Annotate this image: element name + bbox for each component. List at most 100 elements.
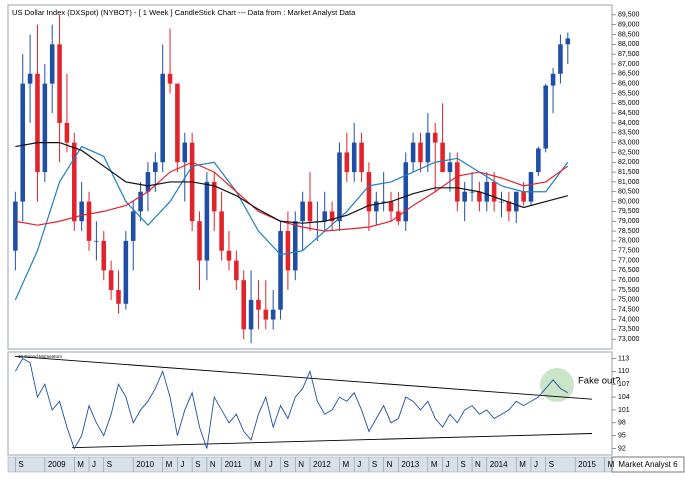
y-tick-label: 86,500 xyxy=(618,71,640,78)
candle-body xyxy=(381,201,386,203)
candle-body xyxy=(256,299,261,310)
candle-body xyxy=(153,162,158,173)
candle-body xyxy=(285,231,291,271)
y-tick-label: 74,500 xyxy=(618,307,640,314)
x-tick-label: M xyxy=(608,460,615,469)
x-tick-label: S xyxy=(284,460,289,469)
y-tick-label: 92 xyxy=(618,445,626,452)
x-tick-label: J xyxy=(357,460,361,469)
candle-body xyxy=(49,44,55,84)
candle-body xyxy=(35,73,40,173)
candle-body xyxy=(359,142,364,173)
candle-body xyxy=(484,181,490,202)
candle-body xyxy=(27,73,33,84)
y-tick-label: 78,000 xyxy=(618,238,640,245)
candle-body xyxy=(329,211,335,222)
candle-body xyxy=(536,148,541,173)
y-tick-label: 79,000 xyxy=(618,218,640,225)
y-tick-label: 89,500 xyxy=(618,12,640,19)
y-tick-label: 79,500 xyxy=(618,208,640,215)
x-tick-label: M xyxy=(166,460,173,469)
momentum-panel xyxy=(7,351,613,456)
x-tick-label: J xyxy=(446,460,450,469)
candle-body xyxy=(344,152,350,173)
y-tick-label: 95 xyxy=(618,433,626,440)
y-tick-label: 86,000 xyxy=(618,80,640,87)
candle-body xyxy=(322,211,328,222)
candle-body xyxy=(101,240,107,271)
y-tick-label: 76,500 xyxy=(618,267,640,274)
candle-body xyxy=(513,191,519,212)
candle-body xyxy=(499,201,504,203)
candle-body xyxy=(528,172,534,202)
x-tick-label: M xyxy=(77,460,84,469)
candle-body xyxy=(425,132,431,163)
y-tick-label: 107 xyxy=(618,381,630,388)
x-tick-label: S xyxy=(372,460,377,469)
candle-body xyxy=(558,44,563,74)
y-tick-label: 88,500 xyxy=(618,31,640,38)
candle-body xyxy=(374,201,379,212)
y-tick-label: 75,500 xyxy=(618,287,640,294)
y-tick-label: 74,000 xyxy=(618,316,640,323)
y-tick-label: 101 xyxy=(618,407,630,414)
candle-body xyxy=(263,309,269,320)
candle-body xyxy=(42,83,48,173)
candle-body xyxy=(167,73,173,84)
candle-body xyxy=(13,201,18,251)
candle-body xyxy=(116,290,121,304)
candle-body xyxy=(300,201,305,222)
y-tick-label: 82,000 xyxy=(618,159,640,166)
candle-body xyxy=(234,260,239,281)
candle-body xyxy=(447,162,453,173)
candle-body xyxy=(388,201,394,212)
y-tick-label: 87,500 xyxy=(618,51,640,58)
x-tick-label: J xyxy=(180,460,184,469)
x-tick-label: 2013 xyxy=(401,460,419,469)
candle-body xyxy=(550,73,556,86)
y-tick-label: 73,000 xyxy=(618,336,640,343)
candle-body xyxy=(440,142,445,173)
candle-body xyxy=(521,191,526,202)
y-tick-label: 78,500 xyxy=(618,228,640,235)
candle-body xyxy=(197,221,202,261)
candle-body xyxy=(241,280,246,330)
y-tick-label: 77,000 xyxy=(618,257,640,264)
candle-body xyxy=(248,299,254,330)
candle-body xyxy=(20,83,26,202)
x-tick-label: N xyxy=(387,460,393,469)
y-tick-label: 82,500 xyxy=(618,149,640,156)
y-tick-label: 87,000 xyxy=(618,61,640,68)
candle-body xyxy=(145,172,151,192)
y-tick-label: 88,000 xyxy=(618,41,640,48)
candle-body xyxy=(270,309,276,320)
candle-body xyxy=(226,250,232,261)
y-tick-label: 81,500 xyxy=(618,169,640,176)
x-tick-label: S xyxy=(549,460,554,469)
x-tick-label: 2015 xyxy=(578,460,596,469)
footer-box xyxy=(611,456,685,473)
candle-body xyxy=(462,191,467,202)
candle-body xyxy=(211,181,217,212)
candle-body xyxy=(79,201,84,222)
x-tick-label: 2014 xyxy=(490,460,508,469)
candle-body xyxy=(204,181,210,261)
y-tick-label: 83,500 xyxy=(618,130,640,137)
candle-body xyxy=(278,231,283,310)
candle-body xyxy=(469,191,475,193)
candle-body xyxy=(565,38,571,45)
trend-line-lower xyxy=(71,433,593,449)
x-tick-label: S xyxy=(460,460,465,469)
x-tick-label: 2011 xyxy=(225,460,243,469)
y-tick-label: 83,000 xyxy=(618,139,640,146)
candle-body xyxy=(418,142,423,163)
y-tick-label: 89,000 xyxy=(618,22,640,29)
x-tick-label: N xyxy=(210,460,216,469)
candle-body xyxy=(123,240,129,304)
candle-body xyxy=(337,152,342,222)
candle-body xyxy=(219,211,224,251)
y-tick-label: 84,500 xyxy=(618,110,640,117)
x-tick-label: S xyxy=(18,460,23,469)
x-tick-label: S xyxy=(195,460,200,469)
